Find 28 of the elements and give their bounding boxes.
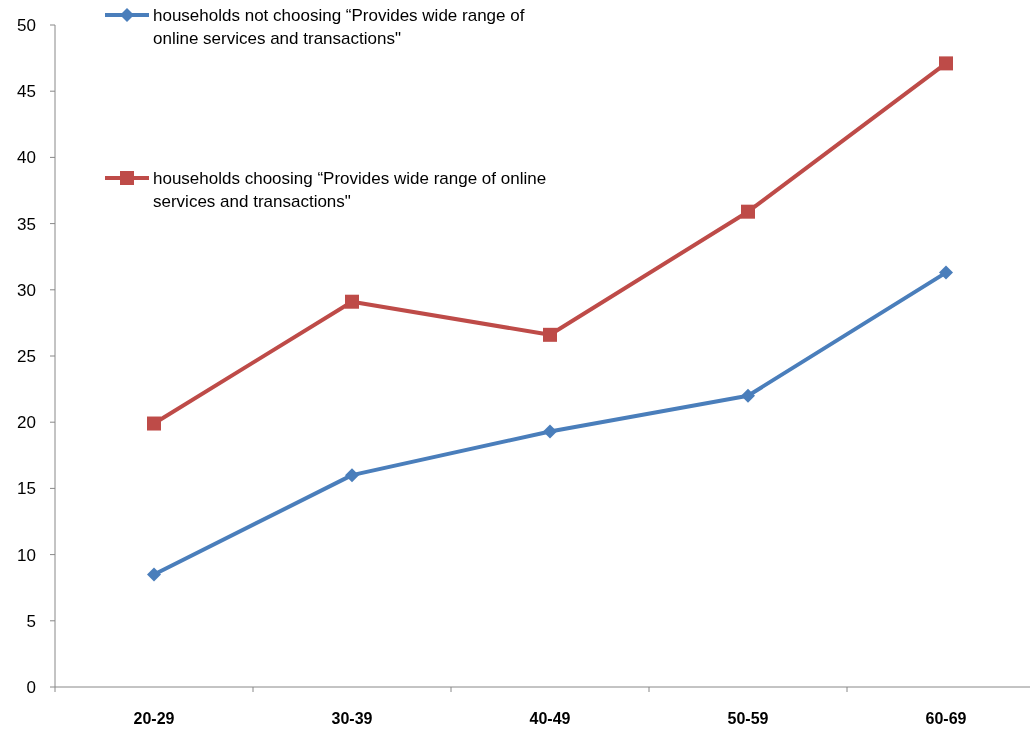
point <box>147 416 161 431</box>
point <box>345 294 359 309</box>
x-tick-label: 60-69 <box>925 710 967 727</box>
y-tick-label: 25 <box>17 346 36 366</box>
point <box>543 327 557 342</box>
point <box>345 468 359 483</box>
point <box>147 567 161 582</box>
x-tick-label: 50-59 <box>727 710 769 727</box>
y-tick-label: 5 <box>26 611 36 631</box>
y-tick-label: 40 <box>17 148 36 168</box>
legend-label: households choosing “Provides wide range of online services and transactions" <box>153 168 547 211</box>
y-tick-label: 10 <box>17 545 36 565</box>
y-tick-label: 50 <box>17 15 36 35</box>
x-tick-label: 30-39 <box>331 710 373 727</box>
point <box>939 56 953 71</box>
y-tick-label: 45 <box>17 82 36 102</box>
x-tick-label: 20-29 <box>133 710 175 727</box>
legend-label: households not choosing “Provides wide range of online services and transactions" <box>153 5 525 48</box>
y-tick-label: 35 <box>17 214 36 234</box>
y-tick-label: 15 <box>17 479 36 499</box>
y-tick-label: 30 <box>17 280 36 300</box>
point <box>741 388 755 403</box>
y-tick-label: 20 <box>17 413 36 433</box>
x-tick-label: 40-49 <box>529 710 571 727</box>
y-tick-label: 0 <box>26 677 36 697</box>
point <box>939 265 953 280</box>
point <box>543 424 557 439</box>
point <box>741 204 755 219</box>
